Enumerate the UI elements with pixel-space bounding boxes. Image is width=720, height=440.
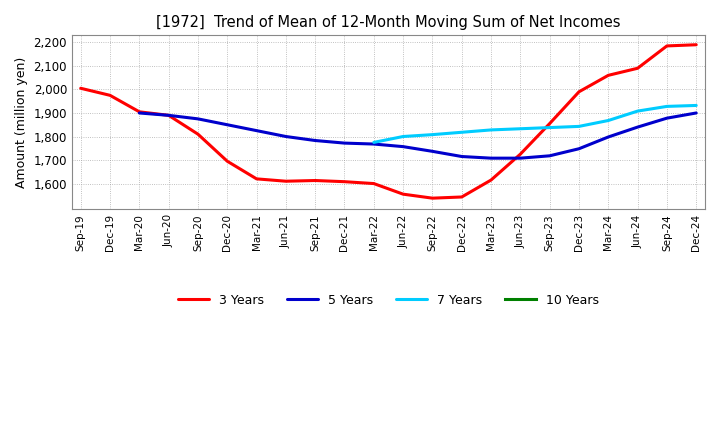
7 Years bbox=[369, 140, 378, 145]
Title: [1972]  Trend of Mean of 12-Month Moving Sum of Net Incomes: [1972] Trend of Mean of 12-Month Moving … bbox=[156, 15, 621, 30]
5 Years bbox=[545, 153, 554, 158]
3 Years bbox=[634, 66, 642, 71]
3 Years bbox=[340, 179, 348, 184]
Y-axis label: Amount (million yen): Amount (million yen) bbox=[15, 57, 28, 188]
3 Years bbox=[457, 194, 466, 200]
3 Years bbox=[76, 86, 85, 91]
5 Years bbox=[575, 146, 583, 151]
7 Years bbox=[662, 104, 671, 109]
7 Years bbox=[545, 125, 554, 130]
3 Years bbox=[369, 181, 378, 186]
3 Years bbox=[428, 195, 437, 201]
3 Years bbox=[252, 176, 261, 182]
3 Years bbox=[575, 89, 583, 95]
5 Years bbox=[604, 134, 613, 139]
5 Years bbox=[457, 154, 466, 159]
5 Years bbox=[634, 125, 642, 130]
5 Years bbox=[135, 110, 144, 116]
3 Years bbox=[545, 121, 554, 126]
3 Years bbox=[135, 109, 144, 114]
7 Years bbox=[634, 108, 642, 114]
5 Years bbox=[516, 155, 525, 161]
3 Years bbox=[194, 132, 202, 137]
7 Years bbox=[399, 134, 408, 139]
5 Years bbox=[194, 116, 202, 121]
3 Years bbox=[692, 42, 701, 48]
7 Years bbox=[516, 126, 525, 132]
7 Years bbox=[575, 124, 583, 129]
7 Years bbox=[428, 132, 437, 137]
5 Years bbox=[692, 110, 701, 116]
5 Years bbox=[369, 141, 378, 147]
5 Years bbox=[487, 155, 495, 161]
7 Years bbox=[604, 118, 613, 123]
3 Years bbox=[399, 191, 408, 197]
5 Years bbox=[428, 149, 437, 154]
3 Years bbox=[282, 179, 290, 184]
3 Years bbox=[604, 73, 613, 78]
5 Years bbox=[662, 116, 671, 121]
3 Years bbox=[487, 177, 495, 183]
5 Years bbox=[311, 138, 320, 143]
3 Years bbox=[516, 151, 525, 157]
Line: 5 Years: 5 Years bbox=[140, 113, 696, 158]
5 Years bbox=[223, 122, 232, 128]
5 Years bbox=[340, 140, 348, 146]
7 Years bbox=[487, 127, 495, 132]
5 Years bbox=[252, 128, 261, 133]
5 Years bbox=[164, 113, 173, 118]
Line: 7 Years: 7 Years bbox=[374, 106, 696, 143]
5 Years bbox=[282, 134, 290, 139]
5 Years bbox=[399, 144, 408, 149]
7 Years bbox=[692, 103, 701, 108]
3 Years bbox=[106, 93, 114, 98]
3 Years bbox=[311, 178, 320, 183]
3 Years bbox=[223, 158, 232, 164]
Line: 3 Years: 3 Years bbox=[81, 45, 696, 198]
3 Years bbox=[164, 113, 173, 118]
Legend: 3 Years, 5 Years, 7 Years, 10 Years: 3 Years, 5 Years, 7 Years, 10 Years bbox=[173, 289, 604, 312]
3 Years bbox=[662, 43, 671, 48]
7 Years bbox=[457, 130, 466, 135]
